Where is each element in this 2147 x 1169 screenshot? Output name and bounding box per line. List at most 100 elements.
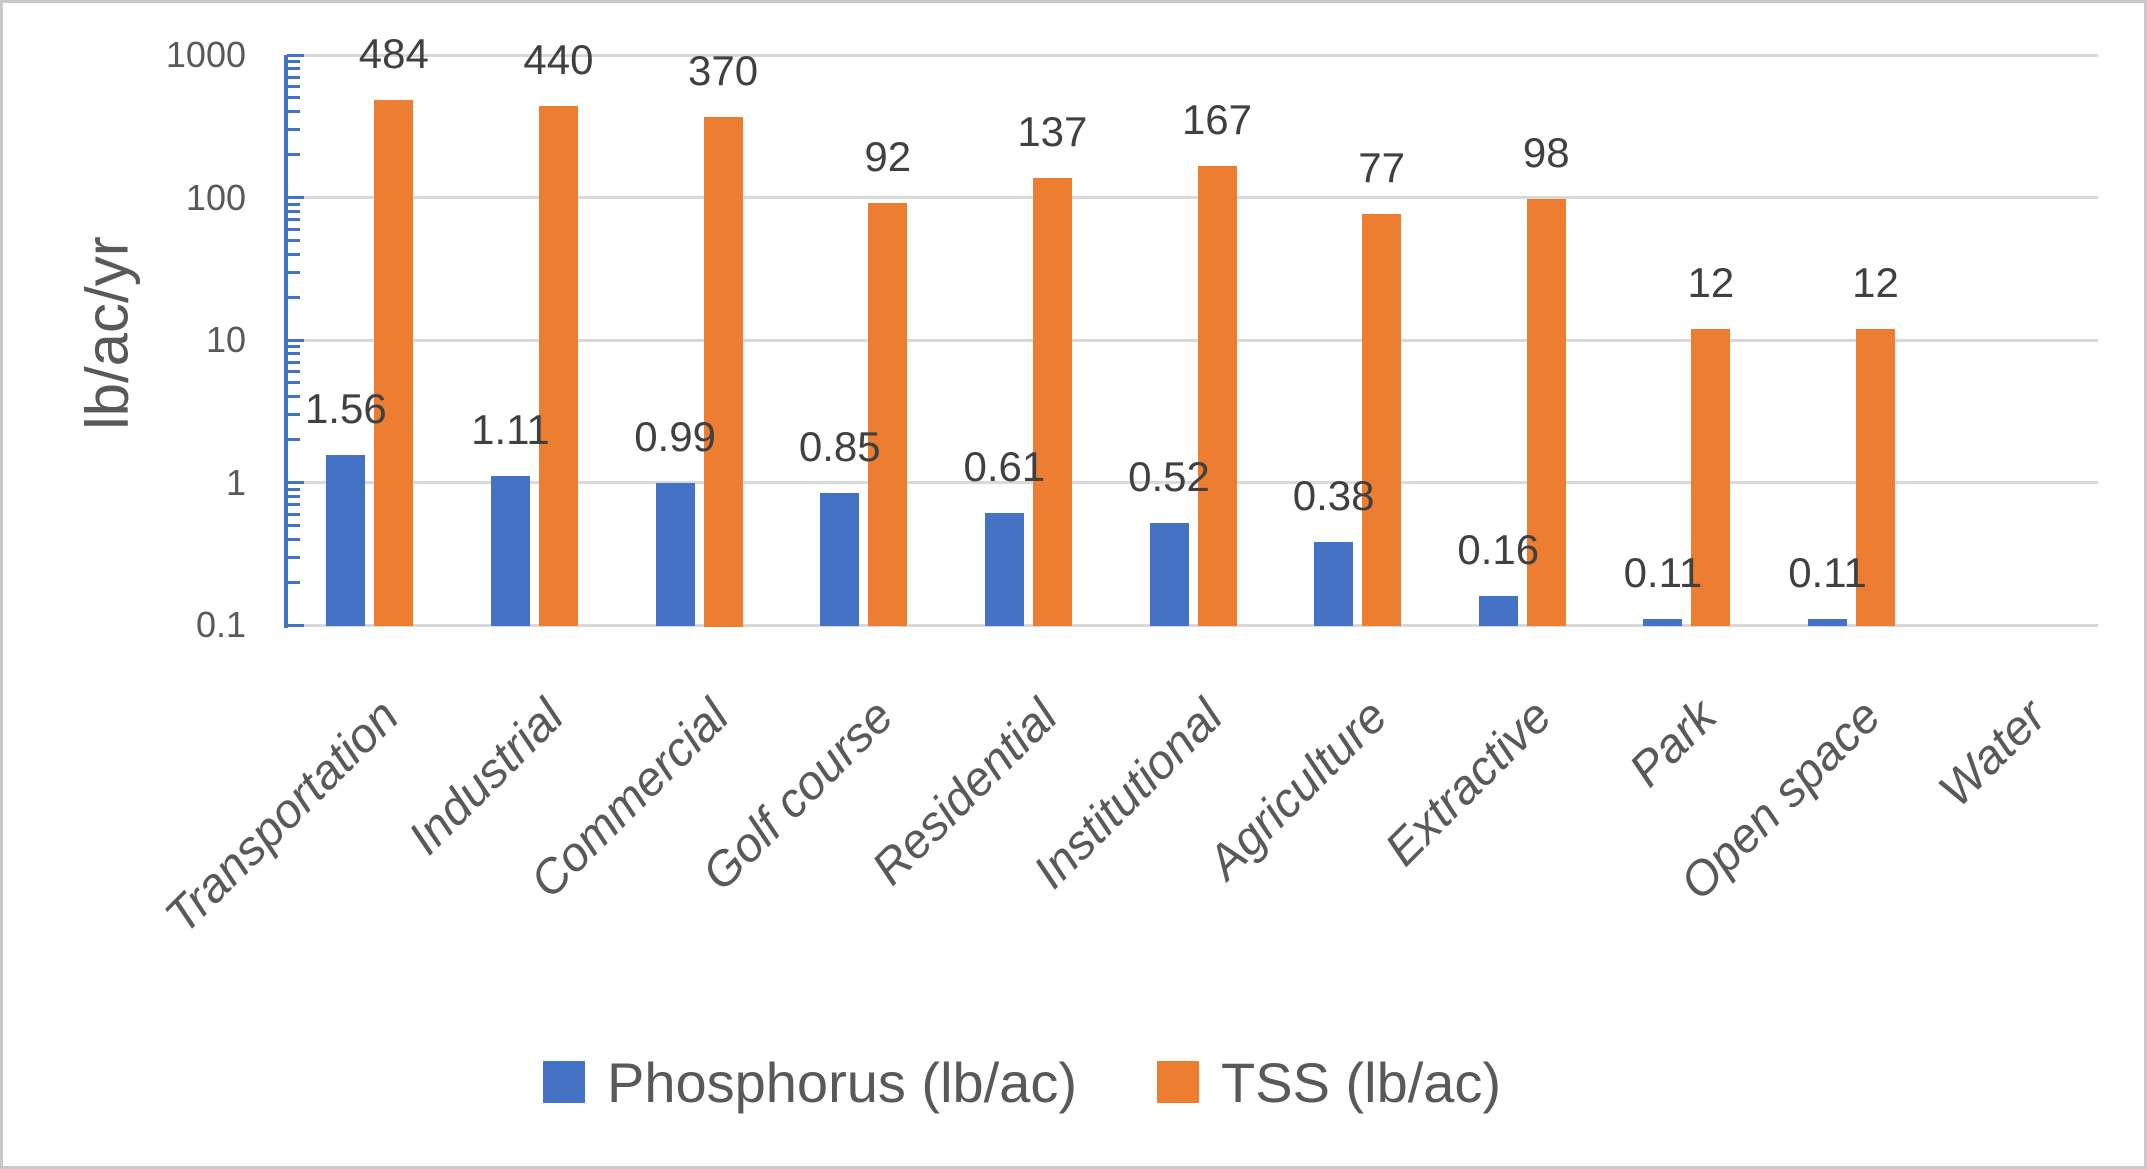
bar-phosphorus — [490, 476, 530, 627]
data-label: 484 — [358, 29, 429, 77]
y-axis-tick — [287, 196, 304, 199]
data-label: 1.11 — [471, 406, 550, 454]
y-axis-tick — [287, 338, 304, 342]
y-axis-tick — [287, 512, 300, 516]
y-axis-tick — [287, 623, 304, 627]
bar-tss — [1526, 198, 1566, 627]
y-axis-tick — [287, 413, 300, 416]
y-axis-tick — [287, 580, 300, 584]
data-label: 0.11 — [1788, 549, 1867, 597]
data-label: 0.99 — [634, 413, 716, 461]
y-axis-tick — [287, 227, 300, 231]
y-axis-line — [284, 55, 288, 628]
y-tick-label: 1000 — [165, 34, 246, 75]
data-label: 92 — [864, 132, 912, 180]
y-axis-tick — [287, 438, 300, 442]
y-axis-tick — [287, 295, 300, 299]
y-axis-tick — [287, 555, 300, 559]
bar-tss — [1032, 178, 1072, 627]
y-axis-tick — [287, 53, 304, 57]
y-axis-tick — [287, 252, 300, 256]
bar-phosphorus — [820, 492, 860, 627]
legend-swatch — [543, 1061, 585, 1103]
data-label: 167 — [1181, 95, 1253, 143]
y-axis-tick — [287, 370, 300, 374]
y-axis-tick — [287, 494, 300, 498]
y-tick-label: 10 — [205, 319, 246, 360]
y-axis-tick — [287, 128, 300, 131]
y-axis-tick — [287, 238, 300, 242]
bar-tss — [1691, 328, 1731, 627]
data-label: 98 — [1522, 128, 1570, 176]
y-tick-label: 0.1 — [195, 604, 246, 645]
data-label: 0.61 — [963, 443, 1046, 491]
y-axis-tick — [287, 395, 300, 399]
y-axis-tick — [287, 270, 300, 274]
gridline — [287, 481, 2098, 484]
y-axis-tick — [287, 537, 300, 541]
x-axis-label: Extractive — [1375, 689, 1562, 877]
bar-phosphorus — [1149, 522, 1189, 627]
y-axis-tick — [287, 487, 300, 491]
y-axis-tick — [287, 96, 300, 100]
legend-item: Phosphorus (lb/ac) — [543, 1050, 1077, 1115]
legend-swatch — [1157, 1061, 1200, 1103]
y-axis-tick — [287, 481, 304, 484]
legend-item: TSS (lb/ac) — [1157, 1050, 1501, 1115]
x-axis-label: Industrial — [398, 689, 575, 865]
data-label: 0.11 — [1623, 549, 1703, 597]
y-axis-tick — [287, 209, 300, 213]
y-axis-tick — [287, 345, 300, 349]
y-axis-tick — [287, 360, 300, 364]
gridline — [287, 53, 2098, 57]
y-axis-tick — [287, 352, 300, 356]
x-axis-label: Water — [1928, 689, 2056, 818]
y-axis-tick — [287, 218, 300, 222]
bar-tss — [1856, 328, 1896, 627]
bar-tss — [703, 116, 743, 627]
gridline — [287, 338, 2098, 342]
bar-phosphorus — [326, 454, 366, 627]
y-axis-tick — [287, 85, 300, 89]
data-label: 12 — [1852, 258, 1899, 306]
y-axis-tick — [287, 153, 300, 157]
data-label: 440 — [523, 35, 594, 83]
gridline — [287, 196, 2098, 199]
data-label: 0.85 — [798, 422, 881, 470]
bar-phosphorus — [655, 483, 695, 627]
data-label: 1.56 — [304, 384, 387, 432]
bar-tss — [1197, 165, 1237, 627]
y-tick-label: 100 — [185, 176, 246, 218]
legend-label: Phosphorus (lb/ac) — [607, 1050, 1078, 1114]
y-axis-tick — [287, 75, 300, 79]
x-axis-label: Agriculture — [1197, 689, 1398, 890]
bar-tss — [374, 99, 414, 627]
y-axis-tick — [287, 523, 300, 527]
x-axis-label: Park — [1619, 689, 1727, 797]
x-axis-label: Transportation — [155, 689, 410, 944]
y-tick-label: 1 — [225, 461, 246, 503]
data-label: 370 — [688, 46, 759, 94]
y-axis-tick — [287, 60, 300, 64]
bar-tss — [538, 105, 578, 627]
data-label: 0.38 — [1292, 472, 1375, 520]
y-axis-tick — [287, 503, 300, 507]
data-label: 0.16 — [1457, 525, 1540, 573]
y-axis-tick — [287, 110, 300, 114]
bar-phosphorus — [1808, 619, 1848, 627]
y-axis-tick — [287, 67, 300, 71]
bar-phosphorus — [1643, 619, 1683, 627]
gridline — [287, 623, 2098, 627]
bar-phosphorus — [984, 513, 1024, 627]
y-axis-tick — [287, 202, 300, 206]
legend: Phosphorus (lb/ac) TSS (lb/ac) — [543, 1049, 1501, 1115]
data-label: 77 — [1358, 143, 1405, 191]
data-label: 12 — [1687, 258, 1735, 306]
y-axis-tick — [287, 381, 300, 385]
bar-tss — [1362, 213, 1402, 627]
bar-phosphorus — [1314, 542, 1354, 627]
data-label: 137 — [1017, 108, 1088, 156]
bar-phosphorus — [1478, 595, 1518, 627]
bar-tss — [868, 202, 908, 627]
